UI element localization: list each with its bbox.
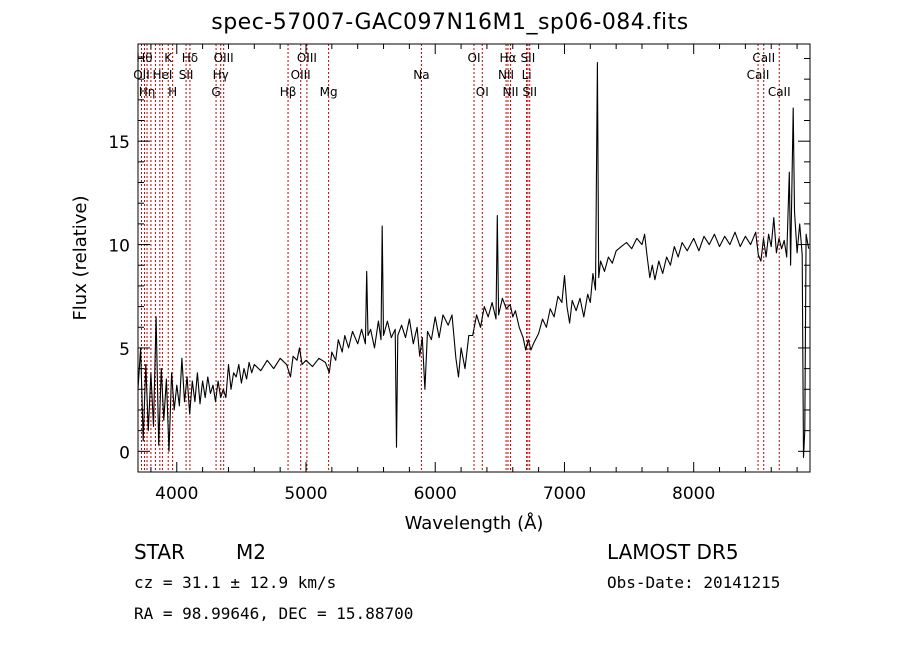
y-axis-label: Flux (relative) xyxy=(70,195,91,320)
line-marker-label: Mg xyxy=(320,85,338,99)
line-marker-label: OIII xyxy=(291,68,311,82)
obs-date: Obs-Date: 20141215 xyxy=(607,573,781,592)
line-marker-label: NII xyxy=(498,68,514,82)
line-marker-label: Hη xyxy=(139,85,156,99)
redshift-velocity: cz = 31.1 ± 12.9 km/s xyxy=(134,573,337,592)
line-marker-label: Li xyxy=(522,68,532,82)
line-marker-label: Na xyxy=(413,68,429,82)
subclass: M2 xyxy=(236,540,266,564)
y-axis-ticks: 0 5 10 15 xyxy=(108,57,810,463)
x-tick-label: 6000 xyxy=(414,484,457,504)
line-marker-label: Hδ xyxy=(182,51,198,65)
line-marker-label: OIII xyxy=(214,51,234,65)
line-marker-label: Hγ xyxy=(213,68,229,82)
line-marker-label: CaII xyxy=(752,51,775,65)
line-marker-labels: OIIHθHηHeIKHSIIHδGHγOIIIHβOIIIOIIIMgNaOI… xyxy=(133,51,790,99)
line-marker-label: OIII xyxy=(297,51,317,65)
object-class: STAR xyxy=(134,540,185,564)
coordinates: RA = 98.99646, DEC = 15.88700 xyxy=(134,604,414,623)
line-marker-label: Hβ xyxy=(280,85,297,99)
y-tick-label: 15 xyxy=(108,133,130,153)
y-tick-label: 10 xyxy=(108,237,130,257)
line-marker-label: HeI xyxy=(152,68,172,82)
survey-name: LAMOST DR5 xyxy=(607,540,739,564)
line-marker-label: Hθ xyxy=(136,51,152,65)
line-marker-label: SII xyxy=(521,51,536,65)
x-axis-ticks: 4000 5000 6000 7000 8000 xyxy=(150,44,798,504)
y-tick-label: 0 xyxy=(119,443,130,463)
line-marker-label: OII xyxy=(133,68,150,82)
line-marker-label: H xyxy=(168,85,177,99)
line-marker-label: OI xyxy=(476,85,489,99)
x-tick-label: 4000 xyxy=(155,484,198,504)
line-marker-label: NII xyxy=(503,85,519,99)
x-tick-label: 8000 xyxy=(672,484,715,504)
line-marker-label: SII xyxy=(179,68,194,82)
spectrum-line xyxy=(137,62,810,459)
line-marker-label: CaII xyxy=(768,85,791,99)
line-markers xyxy=(140,44,780,472)
x-tick-label: 7000 xyxy=(543,484,586,504)
x-axis-label: Wavelength (Å) xyxy=(405,512,544,534)
line-marker-label: SII xyxy=(522,85,537,99)
x-tick-label: 5000 xyxy=(284,484,327,504)
line-marker-label: CaII xyxy=(747,68,770,82)
plot-frame xyxy=(137,43,811,473)
line-marker-label: G xyxy=(211,85,220,99)
line-marker-label: K xyxy=(164,51,173,65)
line-marker-label: Hα xyxy=(500,51,517,65)
line-marker-label: OI xyxy=(468,51,481,65)
chart-title: spec-57007-GAC097N16M1_sp06-084.fits xyxy=(211,10,689,35)
y-tick-label: 5 xyxy=(119,340,130,360)
